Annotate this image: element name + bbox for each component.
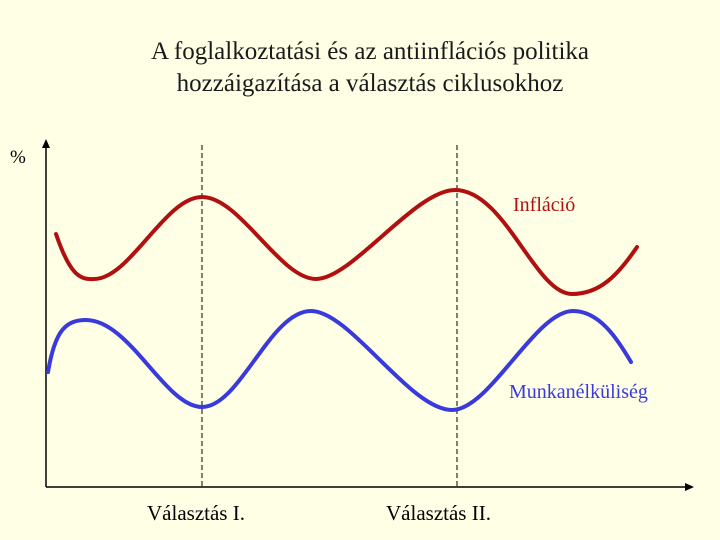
- unemployment-label: Munkanélküliség: [509, 381, 648, 403]
- inflation-curve: [54, 188, 639, 296]
- slide-title: A foglalkoztatási és az antiinflációs po…: [0, 36, 720, 100]
- election-2-label: Választás II.: [386, 501, 491, 525]
- title-line-2: hozzáigazítása a választás ciklusokhoz: [176, 70, 564, 97]
- unemployment-curve: [46, 309, 633, 412]
- election-1-label: Választás I.: [147, 501, 245, 525]
- inflation-label: Infláció: [513, 194, 575, 216]
- y-axis-label: %: [10, 147, 26, 168]
- title-line-1: A foglalkoztatási és az antiinflációs po…: [150, 38, 590, 65]
